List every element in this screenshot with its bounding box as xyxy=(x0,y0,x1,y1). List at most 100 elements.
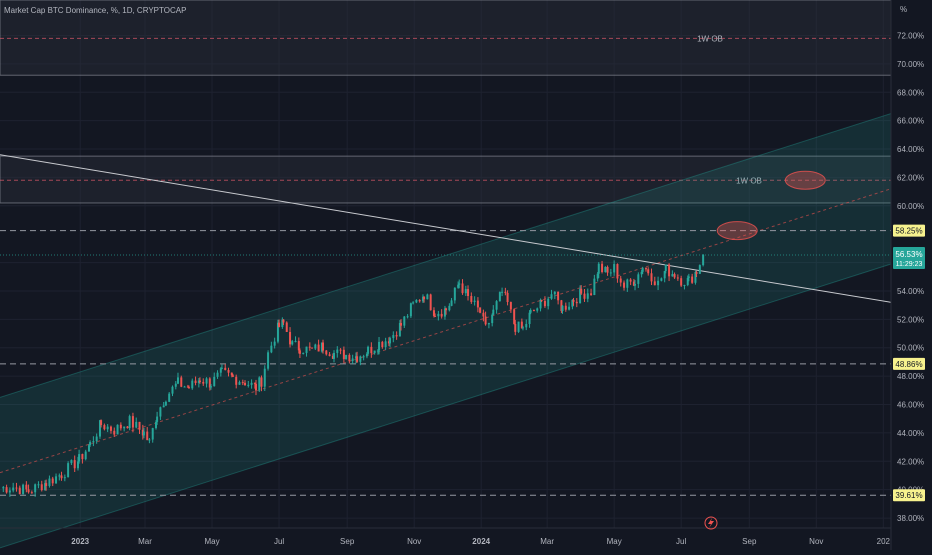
candle-body xyxy=(5,487,8,493)
candle-body xyxy=(146,431,149,441)
channel-upper-line xyxy=(0,113,892,398)
candle-body xyxy=(626,279,629,288)
candle-body xyxy=(273,341,276,346)
candle-body xyxy=(536,308,539,311)
candle-body xyxy=(532,310,535,312)
chart-title: Market Cap BTC Dominance, %, 1D, CRYPTOC… xyxy=(4,6,186,15)
level-label-box xyxy=(893,224,925,237)
level-label-box xyxy=(893,357,925,370)
candle-body xyxy=(100,420,103,426)
candle-body xyxy=(282,319,285,323)
candle-body xyxy=(629,279,632,282)
candle-body xyxy=(409,303,412,317)
candle-body xyxy=(44,483,47,491)
candle-body xyxy=(37,484,40,486)
candle-body xyxy=(109,426,112,431)
time-axis-tick: Nov xyxy=(809,537,823,546)
candle-body xyxy=(119,424,122,429)
candle-body xyxy=(260,377,263,387)
candle-body xyxy=(657,280,660,286)
level-label: 39.61% xyxy=(895,491,922,500)
countdown-label: 11:29:23 xyxy=(896,261,923,268)
candle-body xyxy=(278,322,281,328)
candle-body xyxy=(575,301,578,304)
candle-body xyxy=(683,284,686,286)
candle-body xyxy=(412,302,415,304)
candle-body xyxy=(302,352,305,354)
candle-body xyxy=(45,483,48,486)
candle-body xyxy=(694,272,697,283)
price-axis-tick: 52.00% xyxy=(897,315,924,324)
time-axis-tick: Mar xyxy=(540,537,554,546)
candle-body xyxy=(637,274,640,284)
candle-body xyxy=(116,424,119,435)
candle-body xyxy=(616,264,619,279)
candle-body xyxy=(336,349,339,353)
candle-body xyxy=(517,321,520,332)
candle-body xyxy=(63,477,66,479)
candle-body xyxy=(142,431,145,436)
regression-channel xyxy=(0,113,891,548)
candle-body xyxy=(128,416,131,429)
candle-body xyxy=(213,376,216,387)
candle-body xyxy=(25,484,28,490)
candle-body xyxy=(590,293,593,296)
candle-body xyxy=(331,355,334,359)
time-axis-tick: 202 xyxy=(877,537,891,546)
price-axis-tick: 70.00% xyxy=(897,60,924,69)
price-axis-tick: 60.00% xyxy=(897,202,924,211)
candle-body xyxy=(2,487,5,489)
candle-body xyxy=(561,305,564,311)
ob-zone-label-lower: 1W OB xyxy=(736,176,762,185)
candle-body xyxy=(557,291,560,301)
candle-body xyxy=(276,322,279,342)
candle-body xyxy=(395,335,398,337)
candle-body xyxy=(673,274,676,278)
candle-body xyxy=(78,454,81,462)
candle-body xyxy=(392,335,395,339)
candle-body xyxy=(230,372,233,376)
candle-body xyxy=(509,302,512,310)
candle-body xyxy=(8,490,11,493)
candle-body xyxy=(285,322,288,332)
candle-body xyxy=(539,299,542,309)
candle-body xyxy=(440,313,443,317)
candle-body xyxy=(164,401,167,406)
candle-body xyxy=(155,421,158,429)
ob-zone-label-upper: 1W OB xyxy=(697,34,723,43)
candle-body xyxy=(289,331,292,345)
time-axis-tick: May xyxy=(607,537,622,546)
candle-body xyxy=(640,271,643,275)
candle-body xyxy=(601,263,604,272)
candle-body xyxy=(467,289,470,296)
candle-body xyxy=(202,381,205,384)
candle-body xyxy=(370,346,373,354)
candle-body xyxy=(298,350,301,354)
price-axis-tick: 48.00% xyxy=(897,372,924,381)
candle-body xyxy=(470,295,473,302)
candle-body xyxy=(186,386,189,388)
candle-body xyxy=(254,383,257,391)
candle-body xyxy=(34,484,37,493)
candle-body xyxy=(450,300,453,306)
candle-body xyxy=(579,288,582,304)
candle-body xyxy=(525,323,528,328)
candle-body xyxy=(354,356,357,359)
level-label: 48.86% xyxy=(895,360,922,369)
price-axis-unit: % xyxy=(900,5,907,14)
candle-body xyxy=(281,319,284,328)
channel-lower-line xyxy=(0,263,892,549)
candle-body xyxy=(55,476,58,484)
candle-body xyxy=(623,282,626,288)
time-axis-tick: Jul xyxy=(274,537,284,546)
time-axis-tick: May xyxy=(204,537,219,546)
candle-body xyxy=(243,382,246,386)
price-axis-tick: 66.00% xyxy=(897,117,924,126)
candle-body xyxy=(339,349,342,351)
candle-body xyxy=(487,323,490,325)
candle-body xyxy=(22,484,25,495)
candle-body xyxy=(647,269,650,274)
